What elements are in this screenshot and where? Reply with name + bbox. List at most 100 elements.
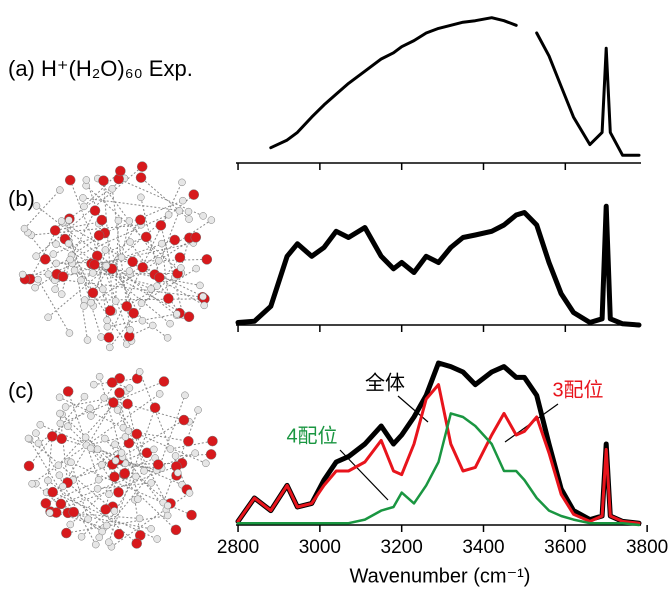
- hydrogen-atom: [118, 449, 125, 456]
- hydrogen-atom: [35, 276, 42, 283]
- oxygen-atom: [108, 398, 118, 408]
- x-tick-label: 3400: [462, 537, 504, 558]
- spectrum-line: [238, 206, 639, 325]
- oxygen-atom: [65, 175, 75, 185]
- hydrogen-atom: [98, 334, 105, 341]
- hydrogen-atom: [98, 461, 105, 468]
- hydrogen-atom: [105, 539, 112, 546]
- oxygen-atom: [141, 232, 151, 242]
- hydrogen-atom: [138, 300, 145, 307]
- x-tick-label: 3000: [299, 537, 341, 558]
- oxygen-atom: [136, 173, 146, 183]
- hydrogen-atom: [57, 420, 64, 427]
- oxygen-atom: [202, 254, 212, 264]
- x-tick-label: 3600: [544, 537, 586, 558]
- hydrogen-atom: [106, 491, 113, 498]
- oxygen-atom: [114, 529, 124, 539]
- hydrogen-atom: [85, 516, 92, 523]
- hydrogen-atom: [201, 302, 208, 309]
- oxygen-atom: [207, 436, 217, 446]
- oxygen-atom: [99, 176, 109, 186]
- oxygen-atom: [69, 507, 79, 517]
- hydrogen-atom: [104, 323, 111, 330]
- x-tick-label: 3200: [381, 537, 423, 558]
- hydrogen-atom: [167, 320, 174, 327]
- hydrogen-atom: [154, 536, 161, 543]
- oxygen-atom: [187, 510, 197, 520]
- hydrogen-atom: [45, 314, 52, 321]
- bond: [31, 225, 141, 235]
- hydrogen-atom: [136, 515, 143, 522]
- hydrogen-atom: [173, 310, 180, 317]
- hydrogen-atom: [125, 427, 132, 434]
- hydrogen-atom: [167, 446, 174, 453]
- hydrogen-atom: [101, 394, 108, 401]
- oxygen-atom: [115, 166, 125, 176]
- oxygen-atom: [57, 434, 67, 444]
- oxygen-atom: [120, 468, 130, 478]
- hydrogen-atom: [65, 240, 72, 247]
- hydrogen-atom: [53, 260, 60, 267]
- hydrogen-atom: [177, 264, 184, 271]
- hydrogen-atom: [164, 334, 171, 341]
- bond: [72, 263, 126, 344]
- hydrogen-atom: [202, 460, 209, 467]
- hydrogen-atom: [165, 211, 172, 218]
- bond: [85, 299, 205, 300]
- hydrogen-atom: [112, 457, 119, 464]
- hydrogen-atom: [87, 299, 94, 306]
- hydrogen-atom: [134, 496, 141, 503]
- hydrogen-atom: [126, 218, 133, 225]
- hydrogen-atom: [164, 502, 171, 509]
- oxygen-atom: [107, 378, 117, 388]
- hydrogen-atom: [59, 483, 66, 490]
- oxygen-atom: [61, 528, 71, 538]
- hydrogen-atom: [126, 268, 133, 275]
- oxygen-atom: [50, 225, 60, 235]
- hydrogen-atom: [19, 271, 26, 278]
- hydrogen-atom: [132, 473, 139, 480]
- figure: (a) H⁺(H₂O)₆₀ Exp. (b) (c) Wavenumber (c…: [0, 0, 669, 589]
- hydrogen-atom: [176, 207, 183, 214]
- oxygen-atom: [90, 206, 100, 216]
- oxygen-atom: [132, 538, 142, 548]
- oxygen-atom: [138, 262, 148, 272]
- hydrogen-atom: [66, 330, 73, 337]
- oxygen-atom: [179, 415, 189, 425]
- hydrogen-atom: [67, 256, 74, 263]
- oxygen-atom: [171, 525, 181, 535]
- hydrogen-atom: [94, 446, 101, 453]
- hydrogen-atom: [81, 393, 88, 400]
- oxygen-atom: [113, 487, 123, 497]
- oxygen-atom: [137, 162, 147, 172]
- oxygen-atom: [183, 436, 193, 446]
- oxygen-atom: [128, 257, 138, 267]
- hydrogen-atom: [90, 381, 97, 388]
- hydrogen-atom: [172, 452, 179, 459]
- hydrogen-atom: [96, 373, 103, 380]
- series-annotation: 3配位: [552, 378, 603, 401]
- hydrogen-atom: [200, 212, 207, 219]
- hydrogen-atom: [164, 512, 171, 519]
- hydrogen-atom: [37, 421, 44, 428]
- hydrogen-atom: [101, 435, 108, 442]
- oxygen-atom: [40, 254, 50, 264]
- hydrogen-atom: [56, 472, 63, 479]
- hydrogen-atom: [195, 406, 202, 413]
- hydrogen-atom: [118, 254, 125, 261]
- hydrogen-atom: [84, 337, 91, 344]
- oxygen-atom: [63, 386, 73, 396]
- hydrogen-atom: [148, 285, 155, 292]
- hydrogen-atom: [127, 238, 134, 245]
- hydrogen-atom: [192, 450, 199, 457]
- hydrogen-atom: [25, 435, 32, 442]
- hydrogen-atom: [137, 194, 144, 201]
- hydrogen-atom: [96, 534, 103, 541]
- hydrogen-atom: [141, 467, 148, 474]
- oxygen-atom: [156, 220, 166, 230]
- hydrogen-atom: [56, 394, 63, 401]
- hydrogen-atom: [185, 208, 192, 215]
- oxygen-atom: [24, 461, 34, 471]
- hydrogen-atom: [126, 385, 133, 392]
- hydrogen-atom: [178, 179, 185, 186]
